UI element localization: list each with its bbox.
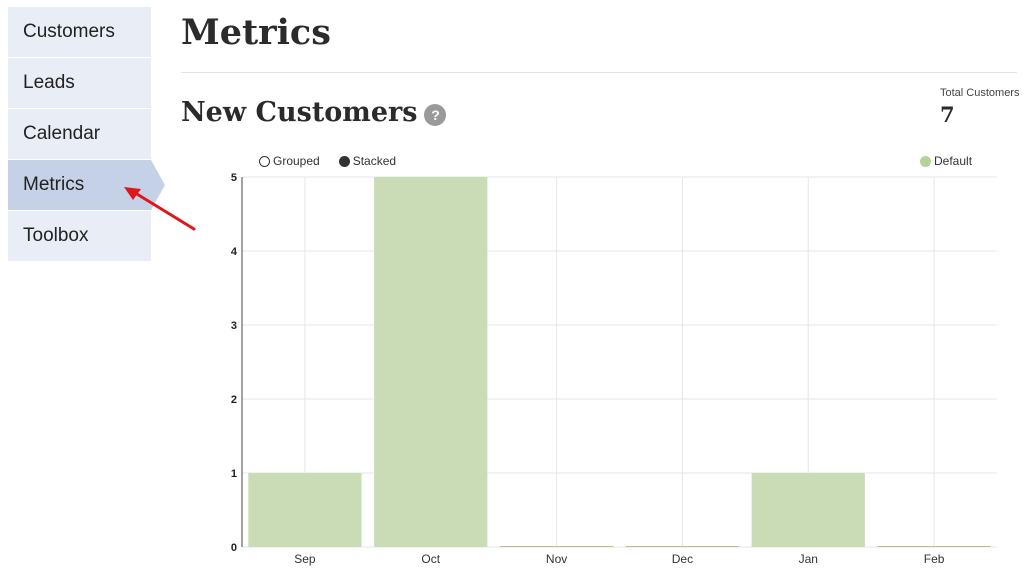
y-tick-label: 3 [231, 320, 237, 332]
x-tick-label: Jan [799, 552, 818, 566]
sidebar-nav: Customers Leads Calendar Metrics Toolbox [8, 7, 165, 262]
title-divider [181, 72, 1017, 73]
y-tick-label: 0 [231, 542, 237, 554]
radio-empty-icon [259, 155, 270, 167]
grouped-radio[interactable]: Grouped [259, 154, 320, 168]
stacked-label: Stacked [352, 154, 397, 168]
sidebar-item-label: Customers [23, 21, 115, 42]
sidebar-item-toolbox[interactable]: Toolbox [8, 211, 151, 261]
legend-dot-icon [920, 155, 931, 167]
grouped-label: Grouped [273, 154, 320, 168]
sidebar-item-label: Calendar [23, 123, 101, 144]
x-tick-label: Feb [924, 552, 945, 566]
page-title: Metrics [181, 12, 331, 53]
x-tick-label: Sep [294, 552, 316, 566]
sidebar-item-customers[interactable]: Customers [8, 7, 151, 57]
legend-label: Default [934, 154, 973, 168]
total-customers-value: 7 [940, 102, 955, 127]
chart-legend-default[interactable]: Default [920, 154, 972, 168]
help-icon[interactable]: ? [424, 103, 447, 126]
section-title-text: New Customers [181, 97, 418, 128]
y-tick-label: 5 [231, 172, 237, 184]
sidebar-item-label: Toolbox [23, 225, 89, 246]
x-tick-label: Nov [546, 552, 567, 566]
annotation-arrow [124, 187, 196, 231]
section-title: New Customers ? [181, 97, 447, 128]
y-tick-label: 2 [231, 394, 237, 406]
y-tick-label: 1 [231, 468, 237, 480]
sidebar-item-metrics[interactable]: Metrics [8, 160, 165, 210]
bar-sep [248, 473, 362, 547]
chart-mode-controls: Grouped Stacked [259, 154, 415, 168]
new-customers-chart: 0 1 2 3 4 5 Sep Oct Nov Dec Jan Feb [231, 172, 997, 566]
total-customers-label: Total Customers [940, 87, 1020, 99]
sidebar-item-label: Metrics [23, 174, 85, 195]
total-customers-stat: Total Customers 7 [940, 87, 1019, 127]
sidebar-item-calendar[interactable]: Calendar [8, 109, 151, 159]
sidebar-item-label: Leads [23, 72, 75, 93]
sidebar-item-leads[interactable]: Leads [8, 58, 151, 108]
x-tick-label: Oct [421, 552, 440, 566]
x-tick-label: Dec [672, 552, 693, 566]
radio-filled-icon [338, 155, 350, 167]
y-tick-label: 4 [231, 246, 238, 258]
stacked-radio[interactable]: Stacked [338, 154, 397, 168]
bar-jan [751, 473, 865, 547]
bar-oct [374, 177, 488, 547]
